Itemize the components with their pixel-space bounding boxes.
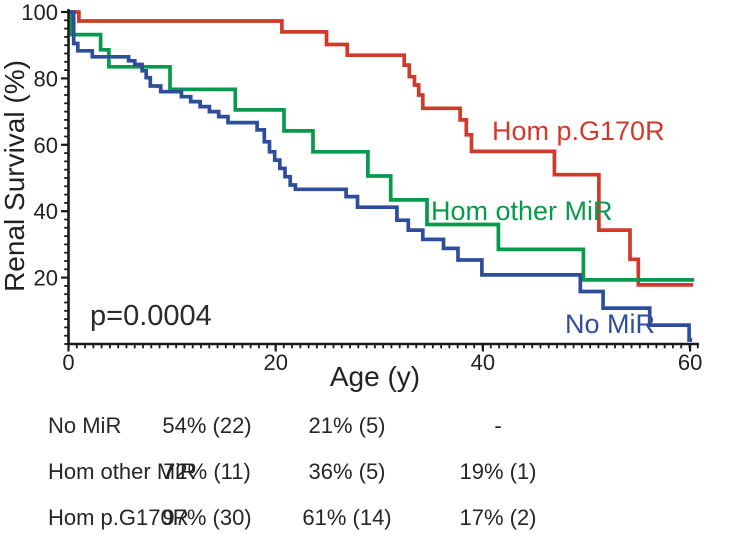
series-label-hom-p-g170r: Hom p.G170R	[492, 116, 665, 146]
x-tick-label-60: 60	[678, 350, 702, 375]
y-tick-label-60: 60	[34, 133, 58, 158]
series-label-no-mir: No MiR	[565, 309, 655, 339]
tick-labels-group: 0 20 40 60 100 80 60 40 20	[21, 0, 702, 375]
table-row-label: Hom p.G170R	[48, 505, 189, 530]
table-value-20y: 97% (30)	[162, 505, 252, 530]
survival-curve-no-mir	[68, 10, 693, 342]
y-tick-label-100: 100	[21, 0, 58, 25]
table-value-20y: 54% (22)	[162, 413, 252, 438]
table-row-no-mir: No MiR 54% (22) 21% (5) -	[0, 413, 736, 441]
y-tick-label-40: 40	[34, 199, 58, 224]
x-tick-label-40: 40	[471, 350, 495, 375]
x-tick-label-20: 20	[263, 350, 287, 375]
p-value-annotation: p=0.0004	[90, 300, 212, 332]
table-value-40y: 36% (5)	[308, 459, 386, 484]
curves-group	[68, 10, 695, 342]
risk-table: No MiR 54% (22) 21% (5) - Hom other MiR …	[0, 392, 736, 534]
table-value-60y: -	[494, 413, 502, 438]
x-axis-title: Age (y)	[330, 361, 420, 392]
table-row-label: No MiR	[48, 413, 122, 438]
y-tick-label-80: 80	[34, 66, 58, 91]
table-value-60y: 17% (2)	[459, 505, 537, 530]
table-value-20y: 72% (11)	[163, 459, 251, 484]
km-chart: 0 20 40 60 100 80 60 40 20 Renal Survival (%) Ag…	[0, 0, 702, 392]
y-axis-title: Renal Survival (%)	[0, 60, 30, 292]
table-row-hom-p-g170r: Hom p.G170R 97% (30) 61% (14) 17% (2)	[0, 505, 736, 533]
y-tick-label-20: 20	[34, 266, 58, 291]
table-value-60y: 19% (1)	[459, 459, 537, 484]
series-label-hom-other-mir: Hom other MiR	[431, 196, 613, 226]
table-row-hom-other-mir: Hom other MiR 72% (11) 36% (5) 19% (1)	[0, 459, 736, 487]
table-value-40y: 61% (14)	[302, 505, 392, 530]
table-row-label: Hom other MiR	[48, 459, 196, 484]
x-tick-label-0: 0	[62, 350, 74, 375]
survival-curve-hom-other-mir	[68, 10, 695, 282]
axes-group	[61, 9, 699, 352]
survival-curve-hom-p-g170r	[68, 10, 694, 287]
table-value-40y: 21% (5)	[308, 413, 386, 438]
